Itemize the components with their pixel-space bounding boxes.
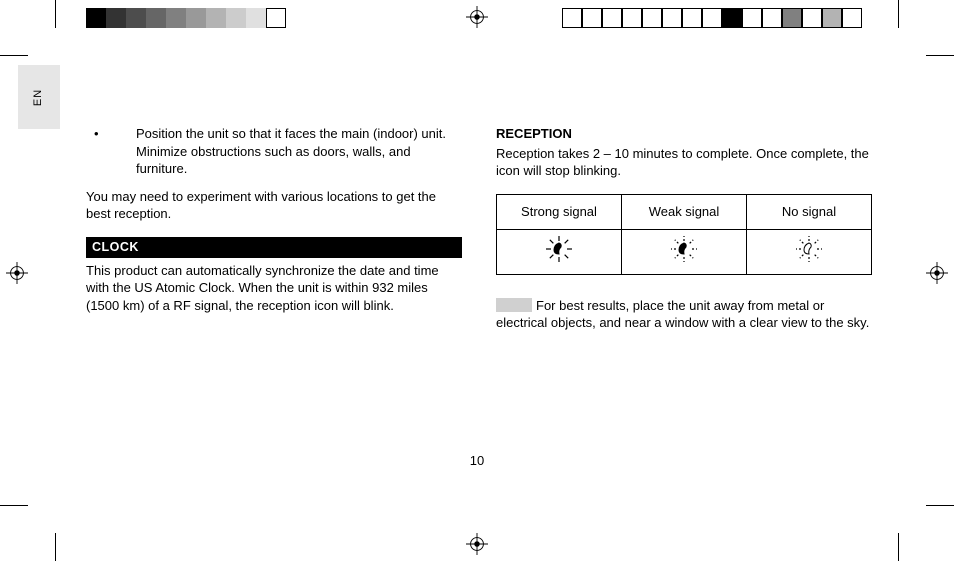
signal-weak-icon (670, 235, 698, 268)
language-tab: EN (18, 65, 60, 129)
signal-none-icon (795, 235, 823, 268)
note-swatch-icon (496, 298, 532, 312)
note-text: For best results, place the unit away fr… (496, 298, 869, 331)
signal-strong-icon (545, 235, 573, 268)
table-header: No signal (747, 194, 872, 229)
left-column: • Position the unit so that it faces the… (86, 125, 462, 332)
color-swatches-left (86, 8, 286, 28)
right-column: RECEPTION Reception takes 2 – 10 minutes… (496, 125, 872, 332)
bullet-marker: • (86, 125, 136, 178)
signal-table: Strong signal Weak signal No signal (496, 194, 872, 275)
page-number: 10 (0, 452, 954, 470)
signal-strong-cell (497, 229, 622, 274)
reg-mark-icon (6, 262, 28, 284)
paragraph: You may need to experiment with various … (86, 188, 462, 223)
reg-mark-icon (466, 6, 488, 28)
reception-heading: RECEPTION (496, 125, 872, 143)
table-header: Strong signal (497, 194, 622, 229)
table-header: Weak signal (622, 194, 747, 229)
page-body: • Position the unit so that it faces the… (86, 125, 874, 332)
reg-mark-icon (926, 262, 948, 284)
clock-body: This product can automatically synchroni… (86, 262, 462, 315)
reception-body: Reception takes 2 – 10 minutes to comple… (496, 145, 872, 180)
clock-heading: CLOCK (86, 237, 462, 258)
color-swatches-right (562, 8, 862, 28)
bullet-item: • Position the unit so that it faces the… (86, 125, 462, 178)
note-paragraph: For best results, place the unit away fr… (496, 297, 872, 332)
bullet-text: Position the unit so that it faces the m… (136, 125, 462, 178)
language-tab-label: EN (32, 88, 47, 105)
signal-weak-cell (622, 229, 747, 274)
reg-mark-icon (466, 533, 488, 555)
signal-none-cell (747, 229, 872, 274)
